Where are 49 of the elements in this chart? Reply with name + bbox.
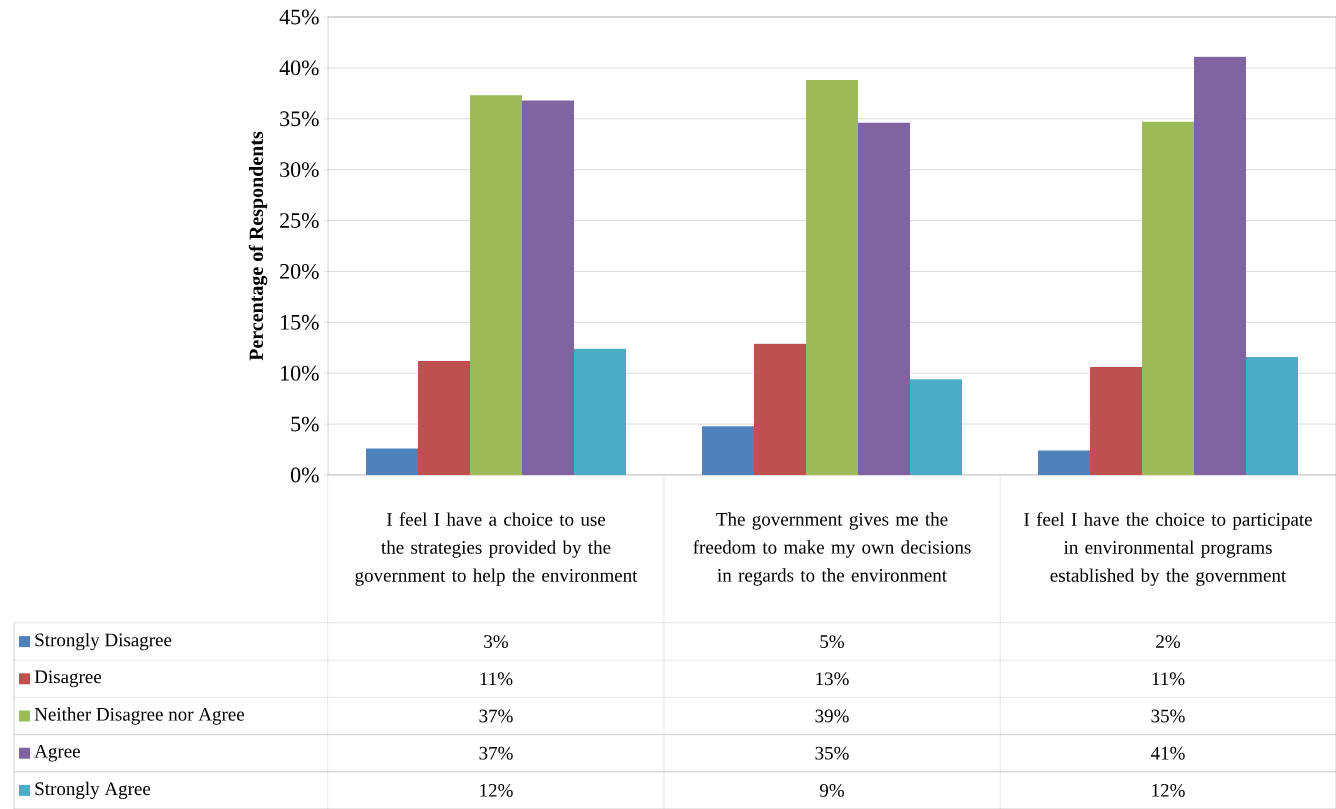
data-label: 35% bbox=[1151, 709, 1185, 723]
data-label: 2% bbox=[1156, 635, 1181, 649]
y-tick-label: 40% bbox=[279, 60, 319, 76]
data-label: 41% bbox=[1150, 746, 1185, 760]
data-label: 11% bbox=[480, 672, 513, 686]
bar bbox=[1194, 56, 1247, 475]
y-tick-label: 30% bbox=[280, 162, 319, 178]
y-tick-label: 15% bbox=[281, 314, 319, 330]
y-axis-title: Percentage of Respondents bbox=[248, 131, 268, 361]
bar bbox=[1142, 121, 1195, 475]
x-tick-label: I feel I have the choice to participate in environmental programs established by the government bbox=[1024, 512, 1312, 586]
bar bbox=[418, 361, 471, 475]
bar bbox=[574, 348, 627, 475]
bar bbox=[754, 343, 807, 475]
data-label: 37% bbox=[479, 746, 513, 760]
y-tick-label: 0% bbox=[290, 467, 319, 483]
legend-label: Strongly Disagree bbox=[35, 632, 172, 651]
bar bbox=[470, 95, 522, 475]
data-label: 35% bbox=[815, 746, 849, 760]
legend-label: Agree bbox=[34, 744, 80, 762]
bar bbox=[1246, 356, 1299, 475]
bar bbox=[702, 426, 755, 475]
data-label: 11% bbox=[1152, 672, 1185, 686]
x-tick-label: The government gives me the freedom to make my own decisions in regards to the environment bbox=[693, 512, 971, 586]
data-label: 12% bbox=[480, 783, 513, 797]
legend-label: Disagree bbox=[34, 670, 102, 688]
bar bbox=[1090, 367, 1143, 475]
y-tick-label: 35% bbox=[280, 111, 319, 127]
data-label: 13% bbox=[816, 672, 849, 686]
bar bbox=[910, 379, 963, 475]
y-tick-label: 25% bbox=[280, 213, 319, 228]
x-tick-label: I feel I have a choice to use the strategies provided by the government to help the environment bbox=[355, 512, 638, 586]
bar bbox=[1038, 450, 1091, 475]
data-label: 12% bbox=[1152, 783, 1185, 797]
data-label: 3% bbox=[484, 635, 509, 649]
bar bbox=[522, 100, 574, 475]
y-tick-label: 45% bbox=[279, 9, 319, 25]
data-label: 39% bbox=[815, 709, 849, 723]
legend-label: Strongly Agree bbox=[35, 781, 151, 800]
data-label: 9% bbox=[819, 783, 845, 797]
data-label: 37% bbox=[479, 709, 513, 723]
y-tick-label: 10% bbox=[281, 365, 319, 381]
bar bbox=[806, 80, 859, 475]
bar bbox=[366, 448, 418, 475]
data-label: 5% bbox=[820, 635, 845, 649]
bar bbox=[858, 122, 911, 475]
legend-label: Neither Disagree nor Agree bbox=[34, 707, 245, 725]
y-tick-label: 5% bbox=[291, 416, 319, 432]
y-tick-label: 20% bbox=[280, 263, 319, 279]
